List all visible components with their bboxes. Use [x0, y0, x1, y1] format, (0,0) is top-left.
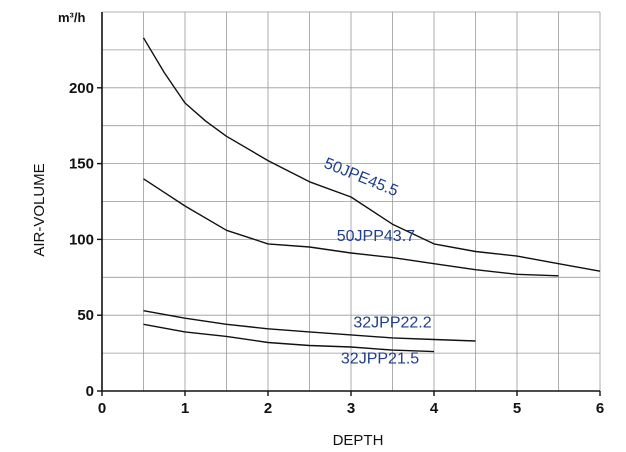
series-line: [143, 323, 435, 353]
y-tick-label: 200: [69, 80, 94, 97]
x-tick-label: 2: [264, 400, 272, 417]
x-axis-label: DEPTH: [333, 432, 384, 449]
y-axis-ticks: 0 50 100 150 200: [69, 80, 102, 400]
x-tick-label: 3: [347, 400, 355, 417]
y-tick-label: 150: [69, 156, 94, 173]
y-axis-unit: m³/h: [58, 10, 86, 25]
y-axis-label: AIR-VOLUME: [31, 163, 48, 256]
series-label: 32JPP22.2: [353, 314, 431, 331]
series-line: [143, 310, 476, 342]
x-tick-label: 6: [596, 400, 604, 417]
x-tick-label: 0: [98, 400, 106, 417]
grid: [102, 11, 601, 391]
y-tick-label: 100: [69, 231, 94, 248]
x-tick-label: 5: [513, 400, 521, 417]
y-tick-label: 0: [86, 383, 94, 400]
series-label: 50JPE45.5: [322, 155, 401, 200]
series-lines: [142, 37, 601, 353]
series-label: 50JPP43.7: [337, 228, 415, 245]
x-tick-label: 4: [430, 400, 439, 417]
series-line: [142, 37, 601, 272]
series-line: [143, 178, 559, 277]
x-tick-label: 1: [181, 400, 189, 417]
series-label: 32JPP21.5: [341, 351, 419, 368]
y-tick-label: 50: [77, 307, 94, 324]
x-axis-ticks: 0 1 2 3 4 5 6: [98, 391, 604, 417]
